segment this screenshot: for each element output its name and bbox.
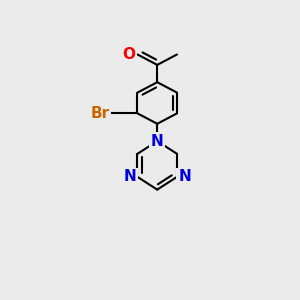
Text: N: N xyxy=(178,169,191,184)
Text: O: O xyxy=(122,47,135,62)
Text: Br: Br xyxy=(91,106,110,121)
Text: N: N xyxy=(151,134,164,148)
Text: N: N xyxy=(124,169,136,184)
